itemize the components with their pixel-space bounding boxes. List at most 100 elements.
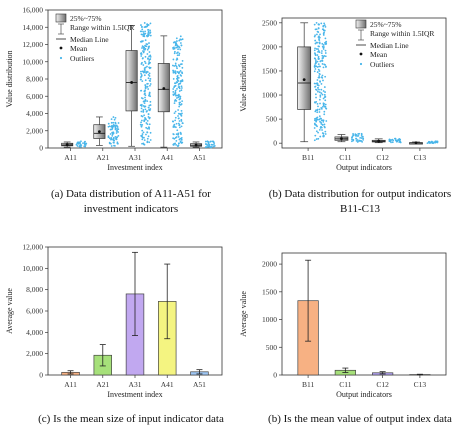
outlier-point	[323, 105, 326, 108]
outlier-point	[361, 140, 364, 143]
legend-box-swatch	[355, 19, 367, 29]
outlier-point	[114, 144, 116, 147]
outlier-point	[173, 100, 176, 102]
outlier-point	[315, 119, 318, 122]
outlier-point	[321, 63, 324, 65]
outlier-point	[318, 108, 321, 111]
outlier-point	[351, 140, 353, 143]
outlier-point	[322, 24, 325, 27]
outlier-point	[144, 32, 147, 35]
outlier-point	[317, 68, 320, 71]
x-tick-label: C13	[414, 380, 427, 389]
outlier-point	[211, 143, 214, 146]
outlier-point	[146, 140, 149, 143]
legend-mean-swatch	[359, 52, 363, 56]
outlier-point	[172, 78, 175, 80]
outlier-point	[175, 139, 178, 142]
legend-outliers-swatch	[59, 56, 63, 60]
outlier-point	[143, 67, 146, 70]
outlier-point	[113, 124, 116, 127]
outlier-point	[321, 129, 323, 131]
outlier-point	[171, 64, 174, 67]
mean-marker	[414, 141, 418, 145]
y-tick-label: 16,000	[22, 6, 43, 15]
outlier-point	[314, 134, 317, 137]
outlier-point	[148, 117, 151, 120]
outlier-point	[146, 123, 149, 125]
outlier-point	[180, 38, 182, 41]
outlier-point	[141, 123, 144, 126]
outlier-point	[75, 143, 78, 146]
mean-marker	[97, 130, 101, 134]
outlier-point	[317, 48, 320, 51]
outlier-point	[179, 35, 182, 38]
chart-caption: B11-C13	[340, 203, 380, 215]
outlier-point	[398, 137, 401, 140]
legend-range-label: Range within 1.5IQR	[370, 29, 434, 38]
x-tick-label: A21	[96, 380, 109, 389]
outlier-point	[321, 105, 324, 108]
outlier-point	[140, 97, 143, 99]
outlier-point	[84, 143, 87, 146]
outlier-point	[181, 122, 184, 125]
outlier-point	[320, 92, 323, 95]
legend-box-label: 25%~75%	[370, 20, 402, 29]
chart-caption: (c) Is the mean size of input indicator …	[38, 413, 224, 425]
outlier-point	[176, 75, 179, 78]
outlier-point	[146, 127, 149, 130]
chart-caption: (a) Data distribution of A11-A51 for	[51, 188, 211, 200]
outlier-point	[117, 122, 120, 124]
outlier-point	[140, 70, 142, 73]
outlier-point	[79, 144, 82, 146]
outlier-point	[113, 118, 116, 121]
outlier-point	[177, 45, 180, 48]
outlier-point	[180, 109, 183, 112]
mean-marker	[302, 78, 306, 82]
outlier-point	[146, 100, 149, 103]
y-tick-label: 10,000	[22, 264, 43, 273]
outlier-point	[178, 138, 181, 141]
outlier-point	[143, 74, 146, 77]
outlier-point	[362, 137, 365, 140]
outlier-point	[181, 100, 184, 103]
outlier-point	[313, 64, 316, 67]
outlier-point	[179, 48, 182, 51]
outlier-point	[321, 59, 324, 62]
outlier-point	[318, 45, 320, 48]
outlier-point	[142, 32, 145, 35]
outlier-point	[315, 118, 318, 120]
outlier-point	[142, 30, 144, 33]
outlier-point	[139, 123, 142, 126]
outlier-point	[358, 132, 361, 135]
outlier-point	[114, 126, 117, 129]
outlier-point	[174, 41, 177, 44]
outlier-point	[178, 105, 181, 108]
outlier-point	[315, 22, 318, 24]
mean-marker	[162, 87, 166, 90]
legend-mean-label: Mean	[370, 50, 387, 59]
outlier-point	[351, 136, 353, 139]
outlier-point	[115, 136, 118, 139]
x-tick-label: A31	[129, 380, 142, 389]
chart-panel-3: 0 2,000 4,000 6,000 8,000 10,000 12,000 Average…	[5, 243, 224, 426]
outlier-point	[140, 33, 143, 36]
y-tick-label: 12,000	[22, 40, 43, 49]
outlier-point	[174, 50, 176, 53]
outlier-point	[146, 48, 149, 51]
outlier-point	[172, 94, 175, 96]
outlier-point	[177, 109, 180, 111]
outlier-point	[352, 132, 354, 135]
outlier-point	[316, 84, 319, 87]
outlier-point	[175, 97, 178, 99]
outlier-point	[85, 142, 88, 145]
outlier-point	[322, 120, 325, 123]
outlier-point	[325, 66, 327, 68]
outlier-point	[112, 116, 115, 118]
outlier-point	[114, 128, 117, 131]
outlier-point	[205, 146, 208, 148]
outlier-point	[324, 130, 327, 133]
outlier-point	[142, 143, 145, 146]
outlier-point	[318, 42, 321, 45]
outlier-point	[141, 133, 144, 135]
outlier-point	[142, 50, 145, 53]
